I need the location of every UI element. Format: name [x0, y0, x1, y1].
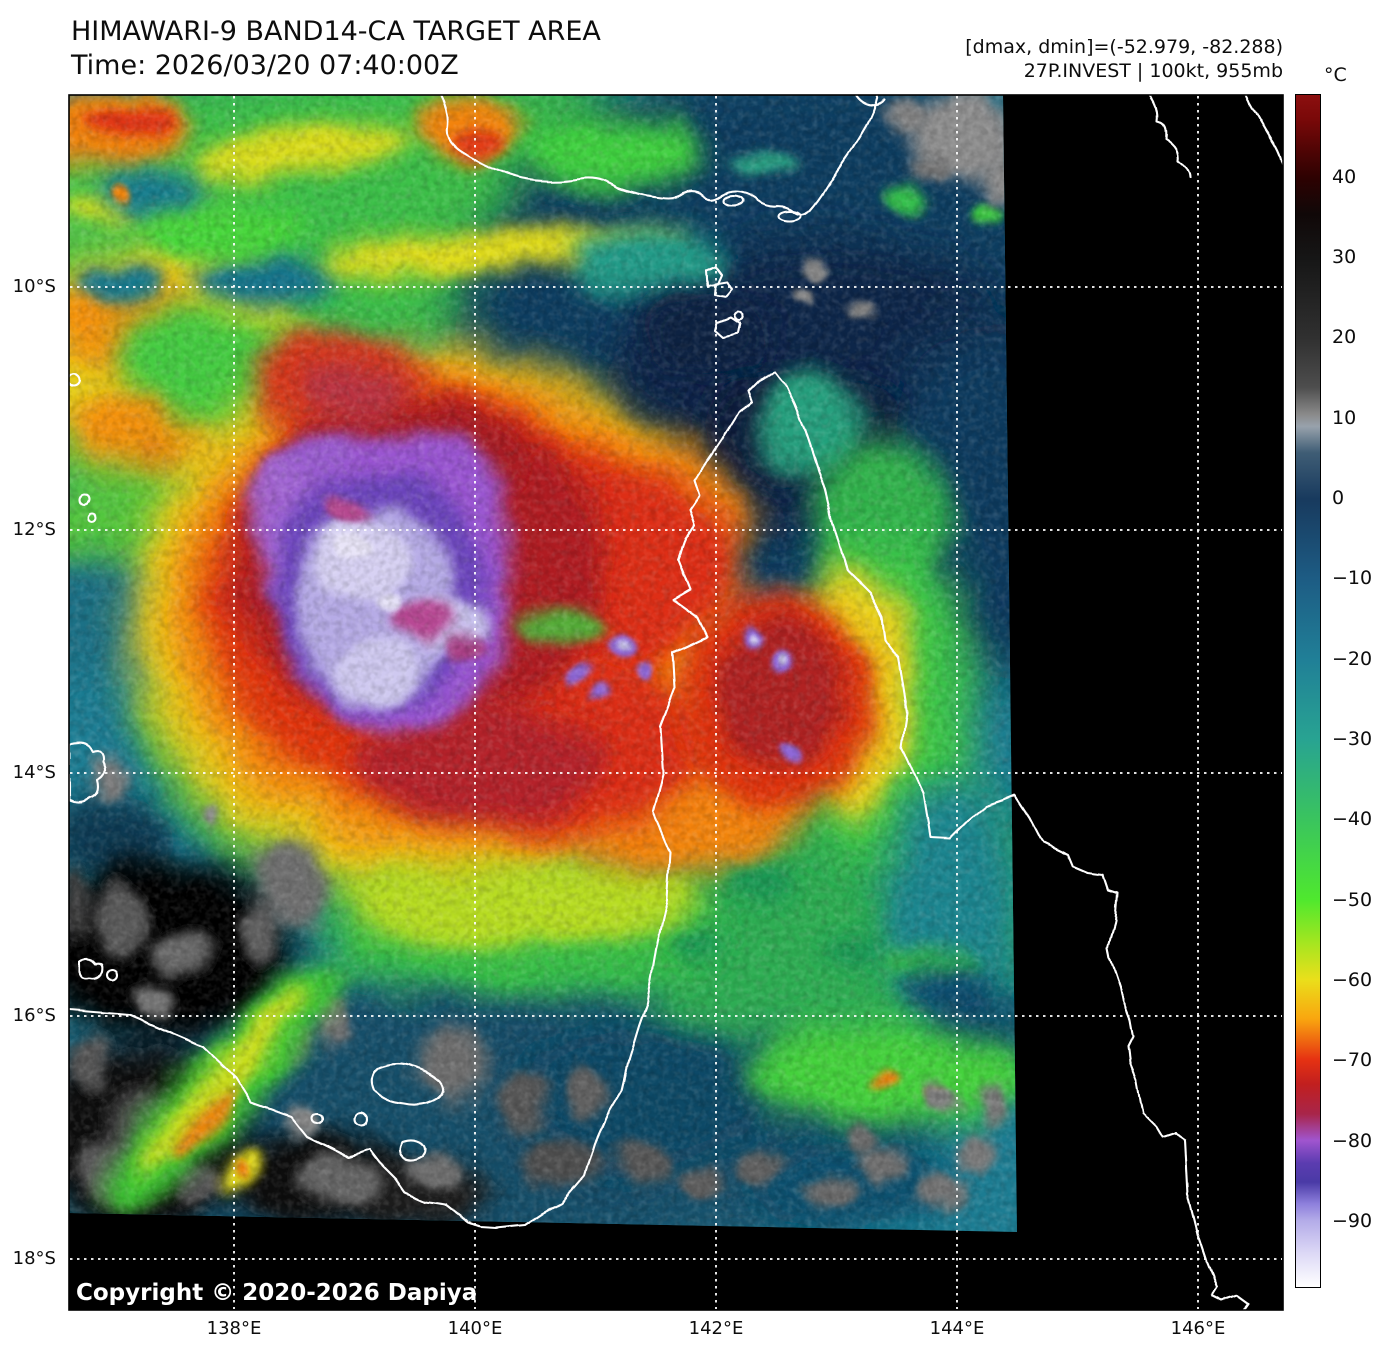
colorbar-tick-label: −80: [1332, 1130, 1373, 1152]
map-timestamp: Time: 2026/03/20 07:40:00Z: [71, 50, 459, 81]
colorbar-tick-label: −50: [1332, 889, 1373, 911]
lat-axis-label: 10°S: [12, 276, 56, 297]
colorbar: [1295, 94, 1321, 1288]
colorbar-tick-label: −30: [1332, 728, 1373, 750]
lon-axis-label: 144°E: [929, 1318, 985, 1339]
colorbar-unit-label: °C: [1324, 64, 1347, 86]
colorbar-tick-label: −20: [1332, 648, 1373, 670]
colorbar-tick-label: −60: [1332, 969, 1373, 991]
lon-axis-label: 140°E: [447, 1318, 503, 1339]
noise-overlay-dark: [69, 95, 1017, 1232]
coastlines: [69, 95, 1283, 1310]
lat-axis-label: 14°S: [12, 762, 56, 783]
coastline-mornington-island: [370, 1062, 445, 1107]
map-frame: [68, 94, 1284, 1311]
data-swath: [69, 95, 1017, 1232]
colorbar-tick-label: −10: [1332, 567, 1373, 589]
colorbar-tick-label: −40: [1332, 808, 1373, 830]
lon-axis-label: 146°E: [1170, 1318, 1226, 1339]
colorbar-tick-label: −70: [1332, 1049, 1373, 1071]
coastline-queensland-east: [774, 370, 1250, 1310]
map-title: HIMAWARI-9 BAND14-CA TARGET AREA: [71, 16, 601, 47]
colorbar-tick-label: 20: [1332, 326, 1357, 348]
colorbar-tick-label: 30: [1332, 246, 1357, 268]
lat-axis-label: 18°S: [12, 1248, 56, 1269]
coastline-gulf-of-carpentaria: [69, 370, 778, 1230]
colorbar-tick-label: −90: [1332, 1210, 1373, 1232]
coastline-new-guinea: [439, 95, 880, 216]
colorbar-tick-label: 40: [1332, 166, 1357, 188]
lon-axis-label: 142°E: [688, 1318, 744, 1339]
stats-readout: [dmax, dmin]=(-52.979, -82.288): [965, 36, 1283, 58]
storm-readout: 27P.INVEST | 100kt, 955mb: [1023, 60, 1283, 82]
lat-axis-label: 12°S: [12, 519, 56, 540]
graticule: [70, 96, 1282, 1309]
copyright-watermark: Copyright © 2020-2026 Dapiya: [76, 1280, 478, 1306]
colorbar-tick-label: 10: [1332, 407, 1357, 429]
lat-axis-label: 16°S: [12, 1005, 56, 1026]
lon-axis-label: 138°E: [206, 1318, 262, 1339]
colorbar-tick-label: 0: [1332, 487, 1345, 509]
